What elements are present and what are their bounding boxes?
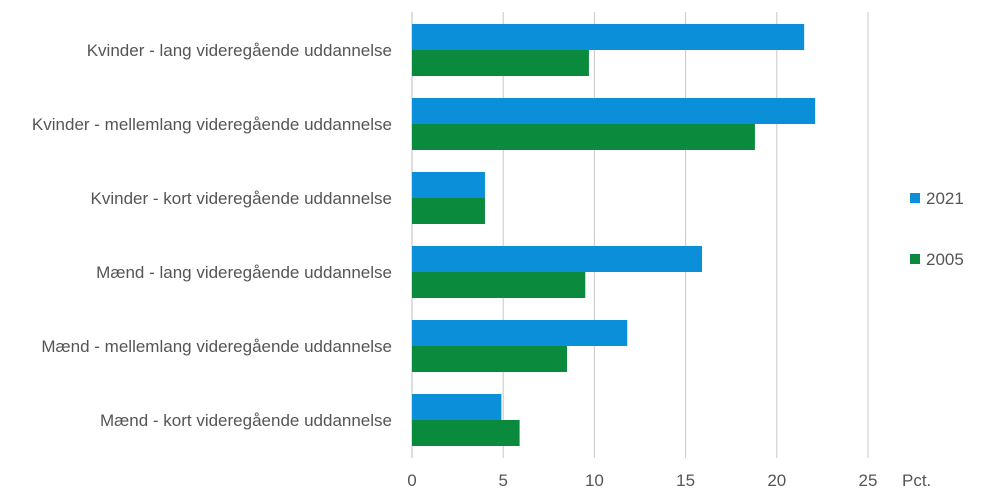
bar-2005	[412, 50, 589, 76]
category-label: Kvinder - lang videregående uddannelse	[87, 41, 392, 60]
category-label: Kvinder - mellemlang videregående uddann…	[32, 115, 392, 134]
gridlines	[411, 12, 869, 458]
bar-2021	[412, 320, 628, 346]
category-label: Mænd - mellemlang videregående uddannels…	[41, 337, 392, 356]
legend-swatch-2005	[910, 254, 920, 264]
bar-2005	[412, 420, 520, 446]
bar-2021	[412, 24, 805, 50]
category-label: Kvinder - kort videregående uddannelse	[91, 189, 392, 208]
x-tick-label: 5	[498, 471, 507, 490]
x-tick-label: 25	[859, 471, 878, 490]
legend: 2021 2005	[910, 189, 964, 269]
bar-2005	[412, 346, 568, 372]
x-axis: 0 5 10 15 20 25 Pct.	[407, 471, 931, 490]
legend-label-2005: 2005	[926, 250, 964, 269]
bar-2021	[412, 172, 485, 198]
bar-2021	[412, 394, 502, 420]
x-tick-label: 0	[407, 471, 416, 490]
x-tick-label: 10	[585, 471, 604, 490]
x-tick-label: 15	[676, 471, 695, 490]
bar-2021	[412, 246, 703, 272]
bar-2005	[412, 272, 586, 298]
x-tick-label: 20	[767, 471, 786, 490]
category-label: Mænd - kort videregående uddannelse	[100, 411, 392, 430]
legend-swatch-2021	[910, 193, 920, 203]
category-label: Mænd - lang videregående uddannelse	[96, 263, 392, 282]
bars	[412, 24, 816, 446]
bar-2005	[412, 124, 755, 150]
category-labels: Kvinder - lang videregående uddannelse Kv…	[32, 41, 392, 430]
legend-label-2021: 2021	[926, 189, 964, 208]
bar-2005	[412, 198, 485, 224]
x-unit-label: Pct.	[902, 471, 931, 490]
bar-2021	[412, 98, 816, 124]
